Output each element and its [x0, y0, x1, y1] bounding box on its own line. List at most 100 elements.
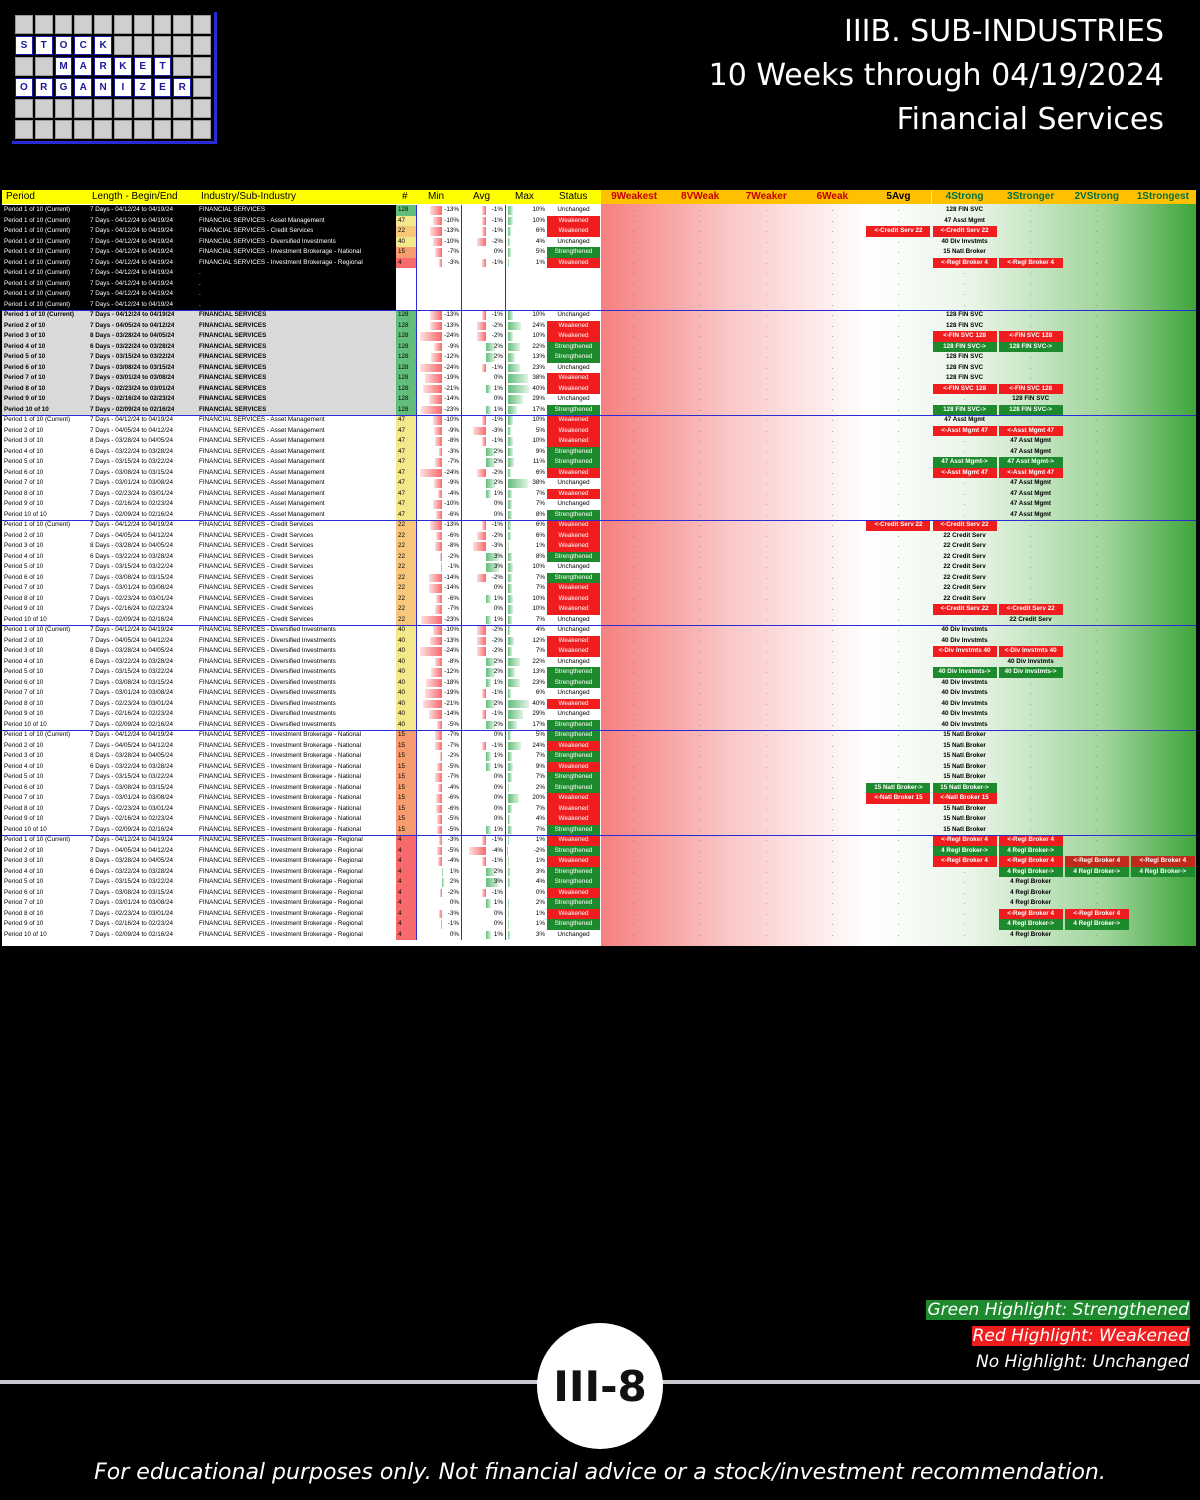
table-row: Period 8 of 10 7 Days - 02/23/24 to 03/01…	[2, 698, 1196, 709]
cell-period: Period 6 of 10	[4, 783, 44, 791]
cell-length: 7 Days - 04/12/24 to 04/19/24	[90, 731, 173, 738]
cell-min: -12%	[416, 352, 461, 363]
row-background	[2, 835, 396, 846]
scale-dot: .	[633, 783, 635, 791]
cell-max-value: 7%	[535, 773, 545, 780]
cell-min: -8%	[416, 656, 461, 667]
value-bar	[433, 479, 442, 488]
scale-dot: .	[1095, 804, 1098, 812]
scale-dot: .	[765, 626, 768, 633]
scale-dot: .	[831, 594, 834, 602]
cell-period: Period 9 of 10	[4, 710, 44, 717]
value-bar	[508, 206, 514, 215]
scale-dot: .	[765, 458, 768, 465]
scale-dot: .	[831, 311, 834, 318]
cell-status: Strengthened	[547, 667, 600, 678]
scale-dot: .	[699, 237, 702, 245]
scale-dot: .	[1161, 605, 1164, 612]
cell-min-value: -7%	[447, 248, 459, 255]
cell-count: 22	[396, 604, 416, 615]
scale-dot: .	[633, 426, 635, 434]
value-bar	[508, 395, 524, 404]
strength-tag: 4 Regl Broker->	[932, 845, 997, 856]
logo-tile: R	[173, 78, 192, 97]
scale-dot: .	[699, 741, 702, 749]
cell-period: Period 3 of 10	[4, 647, 44, 654]
logo-tile	[34, 57, 53, 76]
row-background	[2, 289, 396, 300]
cell-avg: -1%	[461, 226, 505, 237]
scale-dot: .	[633, 510, 635, 518]
cell-avg: 2%	[461, 446, 505, 457]
cell-min-value: -3%	[447, 447, 459, 455]
cell-count: 4	[396, 856, 416, 867]
table-row: Period 5 of 10 7 Days - 03/15/24 to 03/22…	[2, 772, 1196, 783]
scale-dot: .	[831, 710, 834, 717]
cell-avg: -1%	[461, 436, 505, 447]
scale-dot: .	[765, 426, 768, 434]
cell-max: 17%	[505, 404, 547, 415]
cell-min: -7%	[416, 772, 461, 783]
cell-industry: FINANCIAL SERVICES - Asset Management	[199, 500, 325, 507]
strength-tag: 40 Div Invstmts	[941, 710, 988, 717]
row-background	[2, 772, 396, 783]
strength-tag: 40 Div Invstmts	[941, 626, 988, 633]
scale-dot: .	[963, 731, 966, 738]
cell-min-value: -21%	[444, 384, 459, 392]
cell-min: -19%	[416, 688, 461, 699]
scale-dot: .	[897, 825, 900, 833]
scale-dot: .	[1161, 479, 1164, 486]
row-background	[2, 362, 396, 373]
logo-tile: M	[54, 57, 73, 76]
scale-dot: .	[1029, 416, 1032, 423]
scale-dot: .	[831, 615, 834, 623]
cell-min: -21%	[416, 698, 461, 709]
cell-min-value: 2%	[449, 878, 459, 885]
cell-min: -10%	[416, 415, 461, 426]
scale-dot: .	[699, 374, 702, 381]
value-bar	[434, 437, 442, 446]
scale-dot: .	[633, 720, 635, 728]
scale-dot: .	[831, 363, 834, 371]
cell-period: Period 8 of 10	[4, 804, 44, 812]
logo-tile	[173, 120, 192, 139]
cell-length: 7 Days - 03/08/24 to 03/15/24	[90, 888, 173, 896]
strength-tag: <-Regl Broker 4	[932, 835, 997, 846]
cell-max: 10%	[505, 436, 547, 447]
cell-avg-value: 1%	[493, 678, 503, 686]
strength-tag: 4 Regl Broker->	[998, 866, 1063, 877]
value-bar	[508, 678, 521, 687]
cell-count: 40	[396, 667, 416, 678]
disclaimer-text: For educational purposes only. Not finan…	[94, 1460, 1106, 1485]
logo-tile	[193, 15, 211, 34]
cell-length: 7 Days - 04/05/24 to 04/12/24	[90, 741, 173, 749]
table-row: Period 1 of 10 (Current) 7 Days - 04/12/2…	[2, 278, 1196, 289]
scale-dot: .	[897, 920, 900, 927]
cell-max-value: 7%	[535, 647, 545, 654]
cell-status: Strengthened	[547, 457, 600, 468]
strength-tag: <-Natl Broker 15	[932, 793, 997, 804]
value-bar	[481, 216, 487, 225]
cell-period: Period 5 of 10	[4, 773, 44, 780]
scale-dot: .	[1029, 227, 1032, 234]
scale-dot: .	[765, 752, 768, 759]
scale-dot: .	[1161, 552, 1164, 560]
column-header: Period	[6, 191, 35, 202]
scale-dot: .	[963, 437, 966, 444]
scale-dot: .	[1029, 300, 1032, 308]
strength-tag: 15 Natl Broker->	[866, 782, 931, 793]
scale-dot: .	[765, 437, 768, 444]
cell-max: 8%	[505, 509, 547, 520]
scale-dot: .	[831, 342, 834, 350]
scale-dot: .	[633, 258, 635, 266]
scale-dot: .	[897, 615, 900, 623]
value-bar	[508, 867, 510, 876]
cell-avg-value: -1%	[491, 857, 503, 864]
cell-period: Period 1 of 10 (Current)	[4, 290, 71, 297]
value-bar	[481, 206, 487, 215]
cell-industry: FINANCIAL SERVICES - Investment Brokerag…	[199, 258, 363, 266]
cell-min-value: -5%	[447, 846, 459, 854]
column-header: Max	[515, 191, 534, 202]
cell-avg-value: 0%	[493, 248, 503, 255]
cell-count: 47	[396, 478, 416, 489]
